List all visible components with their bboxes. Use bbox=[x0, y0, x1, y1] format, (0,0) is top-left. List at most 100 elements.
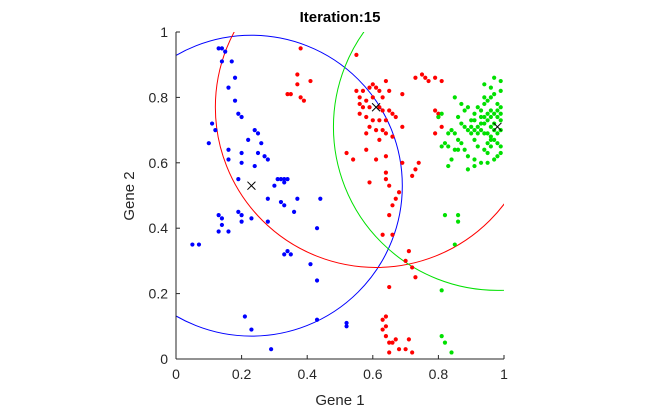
data-point bbox=[216, 46, 221, 51]
data-point bbox=[442, 141, 448, 146]
data-point bbox=[383, 131, 389, 136]
data-point bbox=[383, 78, 389, 84]
data-point bbox=[288, 92, 293, 97]
data-point bbox=[236, 177, 241, 182]
cluster-circle bbox=[332, 32, 504, 291]
data-point bbox=[367, 124, 372, 129]
data-point bbox=[282, 177, 287, 182]
data-point bbox=[291, 209, 297, 214]
data-point bbox=[485, 160, 490, 165]
data-point bbox=[478, 128, 484, 133]
y-tick-label: 0 bbox=[160, 351, 168, 367]
data-point bbox=[413, 75, 418, 80]
data-point bbox=[226, 147, 231, 152]
data-point bbox=[495, 114, 500, 120]
data-point bbox=[455, 213, 461, 218]
data-point bbox=[469, 118, 474, 123]
data-point bbox=[236, 209, 241, 214]
data-point bbox=[255, 150, 261, 156]
data-point bbox=[472, 128, 477, 133]
data-point bbox=[459, 121, 464, 126]
data-point bbox=[449, 350, 454, 355]
data-point bbox=[219, 222, 225, 228]
data-point bbox=[242, 314, 247, 319]
cluster-circle bbox=[214, 32, 504, 268]
data-point bbox=[308, 78, 313, 84]
data-point bbox=[393, 114, 398, 120]
cluster-circle bbox=[176, 34, 403, 337]
data-point bbox=[206, 141, 211, 146]
data-point bbox=[383, 118, 389, 123]
data-point bbox=[285, 248, 290, 254]
data-point bbox=[446, 163, 451, 169]
data-point bbox=[219, 59, 225, 64]
data-point bbox=[390, 134, 395, 139]
y-tick-label: 1 bbox=[160, 24, 168, 40]
data-point bbox=[380, 327, 385, 332]
data-point bbox=[475, 124, 480, 129]
data-point bbox=[488, 134, 493, 139]
data-point bbox=[478, 108, 484, 113]
centroid-x-icon bbox=[493, 122, 502, 132]
data-point bbox=[390, 111, 395, 116]
data-point bbox=[318, 196, 323, 201]
data-point bbox=[298, 46, 303, 51]
data-point bbox=[223, 49, 228, 54]
data-point bbox=[344, 320, 349, 326]
data-point bbox=[442, 213, 448, 218]
data-point bbox=[495, 154, 500, 159]
data-point bbox=[265, 157, 270, 162]
data-point bbox=[492, 137, 497, 143]
data-point bbox=[383, 334, 389, 339]
data-point bbox=[239, 219, 244, 224]
data-point bbox=[380, 232, 385, 237]
data-point bbox=[387, 213, 392, 218]
data-point bbox=[472, 157, 477, 162]
x-tick-label: 0.4 bbox=[297, 366, 317, 382]
data-point bbox=[357, 101, 362, 107]
data-point bbox=[377, 118, 382, 123]
data-point bbox=[400, 92, 405, 97]
data-point bbox=[390, 340, 395, 345]
data-point bbox=[295, 82, 300, 87]
data-point bbox=[433, 108, 438, 113]
data-point bbox=[383, 170, 389, 175]
data-point bbox=[465, 128, 471, 133]
data-point bbox=[364, 131, 369, 136]
data-point bbox=[269, 347, 274, 352]
data-point bbox=[232, 75, 238, 80]
data-point bbox=[298, 95, 303, 100]
data-point bbox=[482, 82, 487, 87]
data-point bbox=[377, 88, 382, 93]
data-point bbox=[351, 157, 356, 162]
data-point bbox=[475, 144, 480, 149]
data-point bbox=[436, 111, 441, 116]
data-point bbox=[465, 154, 471, 159]
data-point bbox=[498, 150, 503, 156]
data-point bbox=[488, 114, 493, 120]
data-point bbox=[216, 229, 221, 234]
data-point bbox=[459, 101, 464, 107]
data-point bbox=[478, 160, 484, 165]
data-point bbox=[219, 46, 225, 51]
data-point bbox=[482, 121, 487, 126]
data-point bbox=[455, 147, 461, 152]
data-point bbox=[495, 141, 500, 146]
data-point bbox=[488, 85, 493, 90]
data-point bbox=[455, 114, 461, 120]
data-point bbox=[367, 105, 372, 110]
x-tick-label: 0.6 bbox=[363, 366, 383, 382]
data-point bbox=[249, 216, 254, 221]
data-point bbox=[410, 173, 415, 178]
data-point bbox=[272, 183, 277, 188]
centroid-x-icon bbox=[371, 102, 381, 112]
data-point bbox=[314, 226, 320, 231]
data-point bbox=[314, 317, 320, 322]
data-point bbox=[413, 275, 418, 280]
data-point bbox=[406, 248, 411, 254]
data-point bbox=[390, 203, 395, 208]
data-point bbox=[495, 108, 500, 113]
data-point bbox=[239, 160, 244, 165]
data-point bbox=[265, 219, 270, 224]
